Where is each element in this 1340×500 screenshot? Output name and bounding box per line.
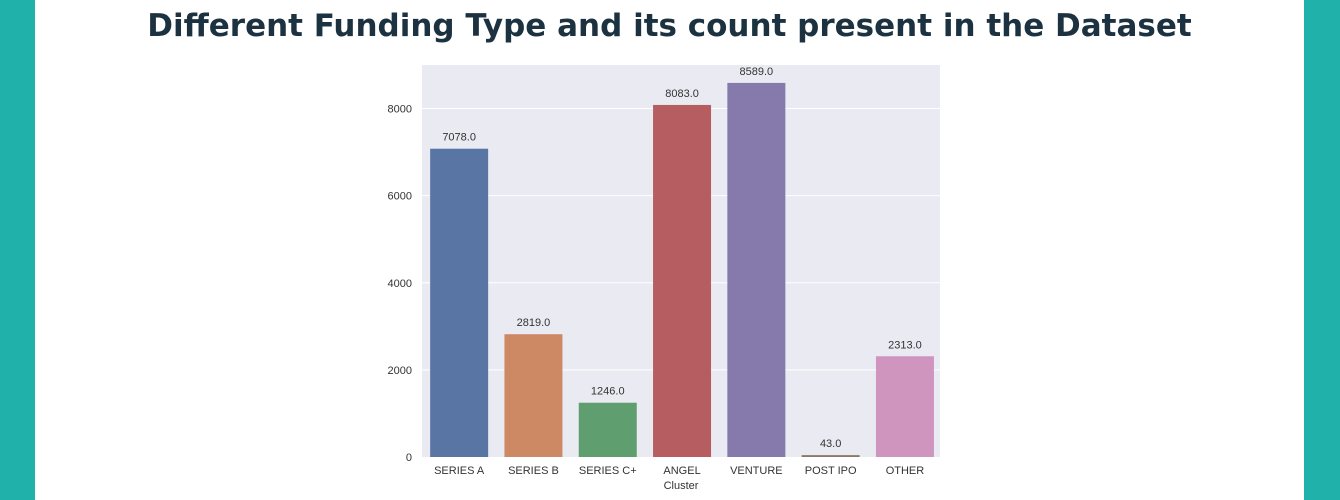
funding-type-bar-chart: 7078.0 2819.0 1246.0 8083.0 8589.0 43.0 2313.0… <box>388 65 940 492</box>
data-labels-group: 7078.0 2819.0 1246.0 8083.0 8589.0 43.0 2313.0 <box>442 66 921 450</box>
bar-series-a <box>430 148 489 457</box>
y-axis-ticks: 0 2000 4000 6000 8000 <box>388 104 412 464</box>
x-tick-label: VENTURE <box>730 465 783 477</box>
x-tick-label: SERIES B <box>508 465 559 477</box>
bar-venture <box>727 82 786 457</box>
bar-other <box>875 356 934 457</box>
bar-series-b <box>504 334 563 457</box>
data-label: 1246.0 <box>591 386 625 398</box>
x-tick-label: SERIES A <box>434 465 485 477</box>
x-axis-label: Cluster <box>664 480 699 492</box>
x-tick-label: ANGEL <box>663 465 700 477</box>
page-title: Different Funding Type and its count pre… <box>147 8 1192 44</box>
x-tick-label: OTHER <box>886 465 925 477</box>
bar-post-ipo <box>801 455 860 457</box>
y-tick-label: 6000 <box>388 191 412 203</box>
data-label: 2313.0 <box>888 339 922 351</box>
bar-angel <box>653 104 712 458</box>
x-tick-label: SERIES C+ <box>579 465 637 477</box>
bars-group <box>430 82 934 458</box>
bar-series-c- <box>578 402 637 457</box>
data-label: 8083.0 <box>665 88 699 100</box>
data-label: 2819.0 <box>517 317 551 329</box>
y-tick-label: 4000 <box>388 278 412 290</box>
data-label: 8589.0 <box>740 66 774 78</box>
y-tick-label: 0 <box>406 452 412 464</box>
data-label: 7078.0 <box>442 132 476 144</box>
x-tick-label: POST IPO <box>805 465 857 477</box>
x-axis-ticks: SERIES A SERIES B SERIES C+ ANGEL VENTURE POS… <box>434 465 924 477</box>
y-tick-label: 2000 <box>388 365 412 377</box>
y-tick-label: 8000 <box>388 104 412 116</box>
page-container: Different Funding Type and its count pre… <box>35 0 1304 500</box>
data-label: 43.0 <box>820 438 841 450</box>
